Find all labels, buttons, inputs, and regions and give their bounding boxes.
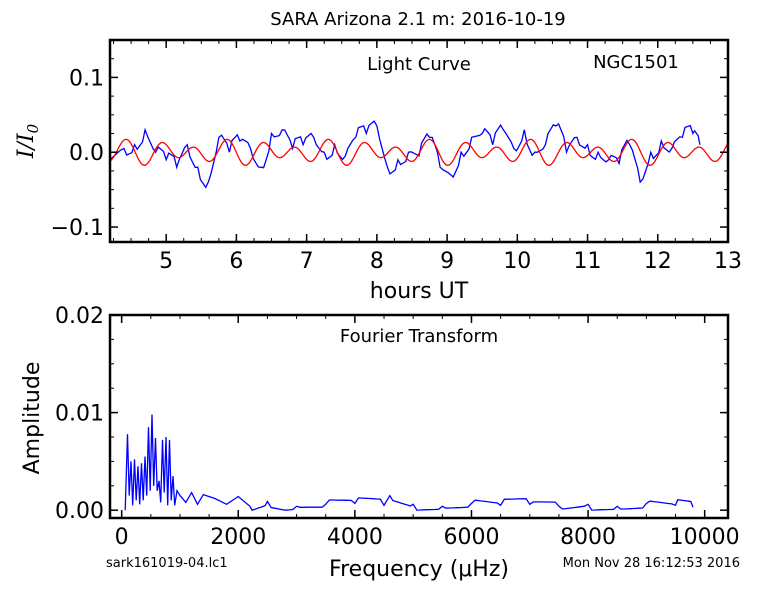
light-curve-xtick-label: 12 bbox=[644, 249, 672, 274]
light-curve-xtick-label: 10 bbox=[503, 249, 531, 274]
fourier-ticks: 0 2000 4000 6000 8000 10000 0.02 0.01 0.00 bbox=[55, 304, 740, 550]
light-curve-ytick-label: 0.0 bbox=[69, 141, 104, 166]
fourier-ytick-label: 0.01 bbox=[55, 402, 104, 427]
fourier-xtick-label: 4000 bbox=[327, 525, 383, 550]
fourier-series-1 bbox=[124, 414, 694, 511]
svg-text:I/I0: I/I0 bbox=[14, 123, 42, 159]
light-curve-xtick-label: 9 bbox=[440, 249, 454, 274]
light-curve-series-2 bbox=[110, 138, 728, 166]
light-curve-xtick-label: 5 bbox=[159, 249, 173, 274]
light-curve-frame bbox=[108, 38, 730, 244]
light-curve-series-1 bbox=[110, 120, 701, 189]
light-curve-panel-label: Light Curve bbox=[367, 54, 471, 75]
light-curve-xtick-label: 13 bbox=[714, 249, 742, 274]
fourier-ytick-label: 0.00 bbox=[55, 499, 104, 524]
fourier-frame bbox=[108, 313, 730, 520]
filename-label: sark161019-04.lc1 bbox=[106, 556, 228, 571]
fourier-plot bbox=[124, 414, 694, 511]
light-curve-ticks: 5 6 7 8 9 10 11 12 13 0.1 0.0 −0.1 bbox=[51, 39, 742, 274]
fourier-panel: 0 2000 4000 6000 8000 10000 0.02 0.01 0.00 Fouri… bbox=[20, 304, 740, 582]
fourier-xtick-label: 8000 bbox=[560, 525, 616, 550]
timestamp-label: Mon Nov 28 16:12:53 2016 bbox=[563, 556, 740, 571]
light-curve-ytick-label: −0.1 bbox=[51, 216, 104, 241]
fourier-panel-label: Fourier Transform bbox=[340, 326, 498, 347]
light-curve-xlabel: hours UT bbox=[370, 279, 469, 304]
light-curve-ytick-label: 0.1 bbox=[69, 66, 104, 91]
light-curve-xtick-label: 6 bbox=[229, 249, 243, 274]
light-curve-xtick-label: 8 bbox=[370, 249, 384, 274]
light-curve-panel: 5 6 7 8 9 10 11 12 13 0.1 0.0 −0.1 Light Curve NGC1… bbox=[14, 38, 742, 304]
figure-title: SARA Arizona 2.1 m: 2016-10-19 bbox=[270, 9, 566, 30]
fourier-ylabel: Amplitude bbox=[20, 362, 45, 475]
light-curve-xtick-label: 11 bbox=[574, 249, 602, 274]
fourier-xlabel: Frequency (μHz) bbox=[329, 557, 509, 582]
light-curve-xtick-label: 7 bbox=[300, 249, 314, 274]
fourier-xtick-label: 0 bbox=[115, 525, 129, 550]
fourier-xtick-label: 2000 bbox=[210, 525, 266, 550]
light-curve-plot bbox=[110, 120, 728, 189]
light-curve-ylabel: I/I0 bbox=[14, 123, 42, 159]
object-label: NGC1501 bbox=[593, 52, 679, 73]
fourier-xtick-label: 10000 bbox=[670, 525, 740, 550]
fourier-xtick-label: 6000 bbox=[443, 525, 499, 550]
fourier-ytick-label: 0.02 bbox=[55, 304, 104, 329]
